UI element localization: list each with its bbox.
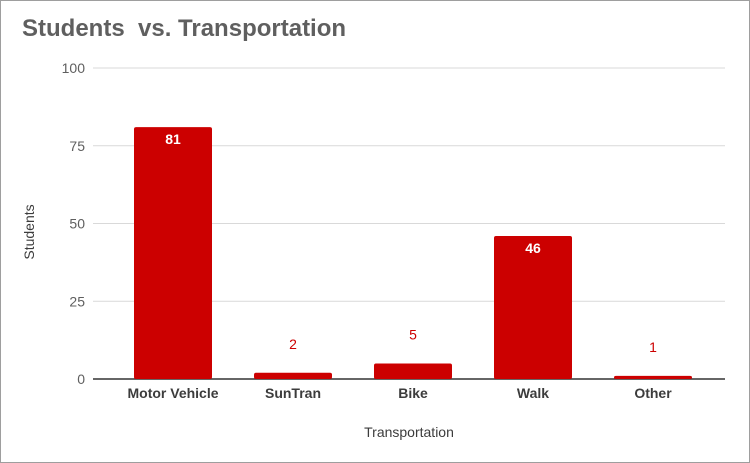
y-tick-label: 25 [69, 293, 85, 309]
data-label: 81 [165, 131, 181, 147]
data-label: 2 [289, 336, 297, 352]
x-tick-label: Walk [517, 385, 549, 401]
bar [134, 127, 212, 379]
y-axis-title: Students [21, 204, 37, 259]
data-label: 1 [649, 339, 657, 355]
data-label: 5 [409, 326, 417, 342]
bar [374, 363, 452, 379]
x-tick-label: SunTran [265, 385, 321, 401]
x-tick-label: Bike [398, 385, 428, 401]
x-axis-title: Transportation [364, 424, 454, 440]
y-tick-label: 0 [77, 371, 85, 387]
data-label: 46 [525, 240, 541, 256]
chart-title: Students vs. Transportation [22, 15, 347, 42]
y-tick-label: 50 [69, 216, 85, 232]
bar [254, 372, 332, 379]
bar [614, 375, 692, 379]
bars [134, 127, 692, 379]
x-tick-labels: Motor Vehicle SunTran Bike Walk Other [127, 385, 672, 401]
y-tick-label: 75 [69, 138, 85, 154]
y-tick-labels: 0 25 50 75 100 [62, 60, 86, 387]
y-tick-label: 100 [62, 60, 86, 76]
x-tick-label: Other [634, 385, 672, 401]
bar [494, 235, 572, 379]
data-labels: 81 2 5 46 1 [165, 131, 657, 355]
x-tick-label: Motor Vehicle [127, 385, 218, 401]
